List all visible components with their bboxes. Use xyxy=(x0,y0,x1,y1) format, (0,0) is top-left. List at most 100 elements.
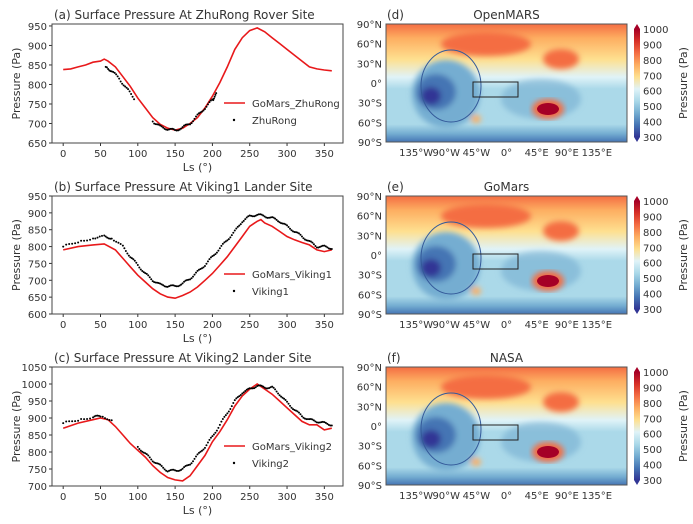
data-point-Viking2 xyxy=(145,453,148,456)
series-line-GoMars_Viking2 xyxy=(62,383,332,482)
data-point-Viking1 xyxy=(181,282,184,285)
data-point-Viking2 xyxy=(250,387,253,390)
y-tick-label: 900 xyxy=(28,209,47,220)
data-point-Viking2 xyxy=(265,387,268,390)
plot-frame xyxy=(51,366,344,487)
pressure-field xyxy=(386,24,627,142)
data-point-ZhuRong xyxy=(193,117,196,120)
data-point-Viking2 xyxy=(314,420,317,423)
data-point-Viking1 xyxy=(306,239,309,242)
data-point-Viking2 xyxy=(311,418,314,421)
data-point-ZhuRong xyxy=(181,126,184,129)
data-point-Viking2 xyxy=(193,457,196,460)
data-point-Viking2 xyxy=(287,402,290,405)
data-point-Viking2 xyxy=(157,462,160,465)
data-point-Viking2 xyxy=(186,464,189,467)
data-point-Viking1 xyxy=(197,268,200,271)
data-point-Viking1 xyxy=(254,214,257,217)
data-point-Viking2 xyxy=(178,469,181,472)
data-point-Viking1 xyxy=(110,237,113,240)
colorbar-tick-label: 300 xyxy=(643,476,662,487)
data-point-Viking2 xyxy=(103,417,106,420)
data-point-Viking2 xyxy=(277,392,280,395)
lat-label: 0° xyxy=(371,422,382,433)
data-point-Viking2 xyxy=(245,388,248,391)
data-point-ZhuRong xyxy=(121,82,124,85)
data-point-Viking1 xyxy=(223,241,226,244)
data-point-Viking2 xyxy=(239,394,242,397)
colorbar xyxy=(634,201,640,309)
data-point-Viking2 xyxy=(181,467,184,470)
data-point-Viking2 xyxy=(214,431,217,434)
data-point-Viking1 xyxy=(189,278,192,281)
data-point-Viking2 xyxy=(280,395,283,398)
y-tick-label: 800 xyxy=(28,80,47,91)
x-tick-label: 150 xyxy=(166,492,185,503)
map-frame xyxy=(385,195,628,315)
lat-label: 90°N xyxy=(357,20,382,31)
data-point-Viking1 xyxy=(107,237,110,240)
data-point-Viking1 xyxy=(274,217,277,220)
colorbar-tick-label: 300 xyxy=(643,133,662,144)
data-point-Viking2 xyxy=(308,418,311,421)
lon-label: 0° xyxy=(501,491,512,502)
data-point-Viking2 xyxy=(217,426,220,429)
plot-frame xyxy=(51,195,344,315)
legend-label: GoMars_Viking1 xyxy=(252,270,332,281)
y-axis-label: Pressure (Pa) xyxy=(10,219,23,291)
lat-label: 30°N xyxy=(357,402,382,413)
data-point-Viking2 xyxy=(144,452,147,455)
data-point-Viking1 xyxy=(184,279,187,282)
data-point-Viking1 xyxy=(251,215,254,218)
data-point-ZhuRong xyxy=(159,124,162,127)
data-point-Viking1 xyxy=(226,239,229,242)
data-point-ZhuRong xyxy=(127,88,130,91)
region-box xyxy=(472,253,519,270)
data-point-Viking1 xyxy=(157,281,160,284)
data-point-Viking1 xyxy=(175,285,178,288)
panel-label: (f) xyxy=(387,351,401,365)
data-point-Viking2 xyxy=(236,396,239,399)
data-point-Viking2 xyxy=(320,421,323,424)
colorbar-extend-max xyxy=(634,367,640,372)
lat-label: 60°N xyxy=(357,212,382,223)
data-point-Viking1 xyxy=(123,247,126,250)
tharsis-outline xyxy=(420,49,482,123)
data-point-Viking1 xyxy=(138,266,141,269)
lon-label: 135°W xyxy=(399,320,433,331)
data-point-Viking2 xyxy=(154,462,157,465)
lon-label: 90°E xyxy=(555,320,579,331)
lat-label: 30°S xyxy=(358,271,382,282)
x-tick-label: 150 xyxy=(166,149,185,160)
colorbar-extend-max xyxy=(634,24,640,29)
data-point-Viking1 xyxy=(323,244,326,247)
data-point-ZhuRong xyxy=(214,93,217,96)
data-point-Viking2 xyxy=(232,401,235,404)
lon-label: 135°E xyxy=(582,148,612,159)
data-point-ZhuRong xyxy=(187,123,190,126)
y-tick-label: 800 xyxy=(28,448,47,459)
data-point-Viking2 xyxy=(251,387,254,390)
data-point-ZhuRong xyxy=(177,129,180,132)
data-point-Viking1 xyxy=(233,229,236,232)
data-point-ZhuRong xyxy=(206,103,209,106)
data-point-Viking1 xyxy=(312,243,315,246)
data-point-Viking1 xyxy=(293,230,296,233)
data-point-Viking1 xyxy=(147,274,150,277)
data-point-Viking2 xyxy=(296,410,299,413)
data-point-Viking2 xyxy=(318,421,321,424)
data-point-Viking1 xyxy=(326,246,329,249)
data-point-Viking2 xyxy=(68,420,71,423)
data-point-Viking2 xyxy=(302,416,305,419)
x-tick-label: 100 xyxy=(128,149,147,160)
data-point-Viking1 xyxy=(263,215,266,218)
colorbar-tick-label: 500 xyxy=(643,445,662,456)
data-point-Viking2 xyxy=(195,455,198,458)
data-point-ZhuRong xyxy=(189,123,192,126)
data-point-Viking2 xyxy=(321,420,324,423)
data-point-Viking2 xyxy=(187,464,190,467)
data-point-ZhuRong xyxy=(205,105,208,108)
x-tick-label: 50 xyxy=(94,492,107,503)
data-point-ZhuRong xyxy=(183,124,186,127)
data-point-Viking2 xyxy=(324,421,327,424)
